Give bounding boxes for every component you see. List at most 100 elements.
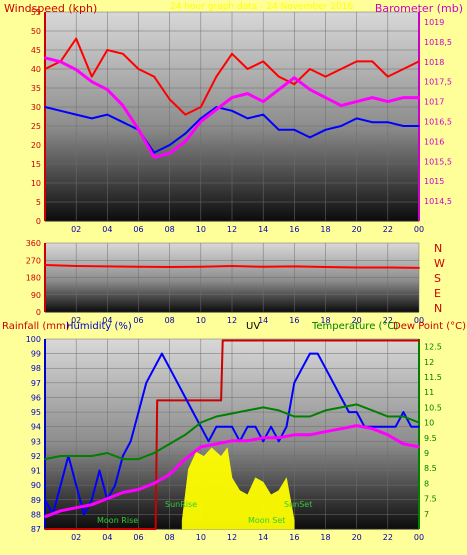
series-dew-point-point [293,433,296,436]
series-humidity-point [348,411,350,413]
series-wind-direction-point [355,266,358,269]
y-tick-label-right: 1017 [424,98,444,107]
series-temperature-point [231,412,233,415]
series-wind-average-point [309,136,311,139]
series-humidity-point [301,367,303,370]
series-wind-gust-point [137,68,140,70]
y-tick-label-left: 15 [31,160,41,169]
series-barometer-point [309,88,311,91]
series-temperature-point [402,415,405,418]
series-temperature-point [44,458,46,460]
x-tick-label: 06 [133,225,143,234]
y-tick-label-right: 1014,5 [424,197,452,206]
series-barometer-point [386,100,389,103]
y-tick-label-left: 270 [26,256,41,265]
series-temperature-point [184,433,187,436]
x-tick-label: 10 [196,225,206,234]
temperature-axis-label: Temperature (°C) [312,321,399,332]
series-humidity-point [176,381,179,384]
series-humidity-point [246,425,249,428]
y-tick-label-left: 95 [31,408,41,417]
series-temperature-point [324,409,327,412]
x-tick-label: 08 [165,225,175,234]
x-tick-label: 04 [102,316,112,325]
series-dew-point-point [371,427,374,430]
series-humidity-point [309,352,311,355]
y-tick-label-right: 11 [424,388,434,397]
y-tick-label-right: 1018 [424,58,444,67]
series-rainfall-point [44,528,46,530]
series-humidity-point [184,396,187,399]
series-humidity-point [293,381,296,384]
rainfall-axis-label: Rainfall (mm) [2,321,70,332]
y-tick-label-right: 10 [424,419,434,428]
y-tick-label-left: 94 [31,423,41,432]
y-tick-label-right: 1019 [424,18,444,27]
x-tick-label: 08 [165,316,175,325]
series-barometer-point [371,96,374,99]
x-tick-label: 10 [196,316,206,325]
series-barometer-point [106,88,109,91]
y-tick-label-right: 1016,5 [424,117,452,126]
series-temperature-point [293,415,296,418]
x-tick-label: 16 [289,225,299,234]
y-tick-label-left: 5 [36,198,41,207]
series-wind-gust-point [153,75,156,78]
series-temperature-point [137,458,140,460]
series-barometer-point [324,96,327,99]
series-dew-point-point [324,430,327,433]
series-temperature-point [277,409,280,412]
wind-direction-chart: 0 90 180 270 360 02 04 06 08 10 12 14 16 18 20 22 00 [26,239,424,325]
series-humidity-point [192,411,194,413]
y-tick-label-right: 1018,5 [424,38,452,47]
series-humidity-point [231,425,233,428]
series-barometer-point [418,96,420,99]
series-dew-point-point [153,482,156,485]
moon-set-label: Moon Set [248,516,286,525]
series-wind-average-point [106,113,109,116]
series-humidity-point [332,381,335,384]
series-wind-direction-point [324,266,327,268]
series-barometer-point [75,68,78,71]
series-wind-gust-point [355,60,358,63]
series-wind-gust-point [418,60,420,63]
series-barometer-point [44,56,46,59]
series-wind-gust-point [106,49,109,51]
y-tick-label-right: 1015 [424,177,444,186]
series-rainfall-point [156,399,159,402]
series-wind-gust-point [309,68,311,70]
x-tick-label: 16 [289,316,299,325]
series-temperature-point [215,415,218,418]
y-tick-label-right: 10.5 [424,403,442,412]
series-wind-gust-point [122,52,124,55]
series-dew-point-point [59,509,62,512]
y-tick-label-right: 8 [424,479,429,488]
y-tick-label-left: 98 [31,364,41,373]
x-tick-label: 04 [102,225,112,234]
series-barometer-point [277,88,280,91]
series-wind-gust-point [293,83,296,86]
series-humidity-point [122,455,124,457]
series-uv [181,447,295,530]
x-tick-label: 20 [352,316,362,325]
series-wind-average-point [184,132,187,135]
series-temperature-point [246,409,249,412]
y-tick-label-right: 8.5 [424,464,437,473]
series-humidity-point [207,440,210,443]
y-tick-label-right: 12.5 [424,343,442,352]
series-wind-average-point [59,109,62,112]
x-tick-label: 22 [383,225,393,234]
sunset-label: SunSet [284,500,313,509]
compass-s: S [434,272,441,285]
series-wind-average-point [168,144,171,146]
series-wind-average-point [371,121,374,124]
series-dew-point-point [168,473,171,476]
series-barometer-point [340,104,342,107]
series-barometer-point [137,128,140,131]
series-wind-direction-point [231,265,233,267]
series-wind-average-point [402,125,405,127]
series-dew-point-point [386,433,389,436]
series-barometer-point [168,152,171,155]
series-wind-gust-point [168,98,171,101]
